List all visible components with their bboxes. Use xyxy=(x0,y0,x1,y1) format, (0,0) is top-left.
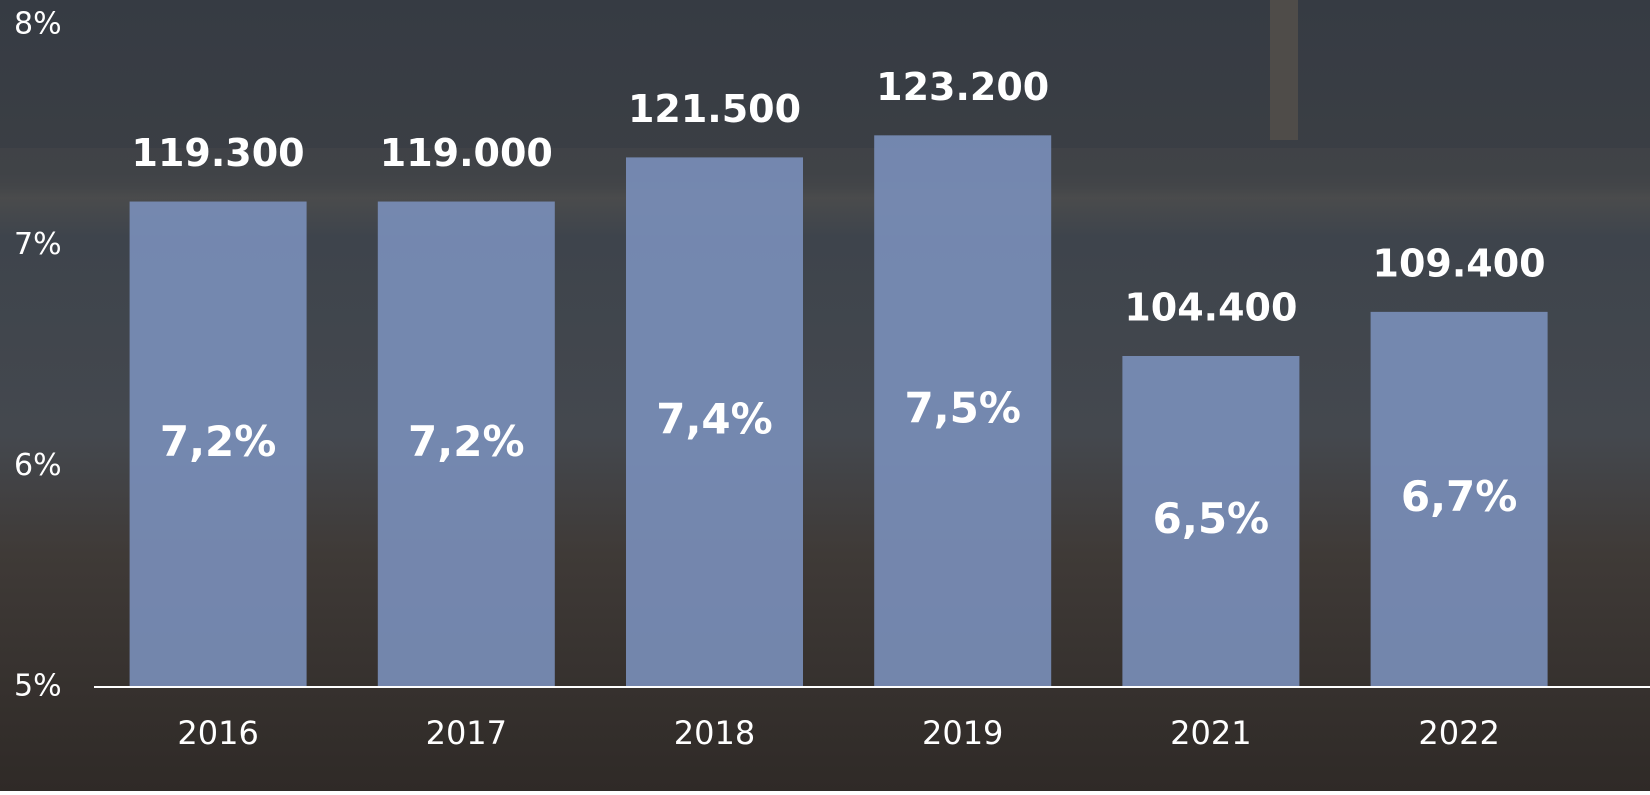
count-label: 121.500 xyxy=(628,87,801,131)
y-tick-label: 5% xyxy=(14,669,62,704)
count-label: 119.000 xyxy=(380,131,553,175)
count-label: 119.300 xyxy=(132,131,305,175)
lighthouse xyxy=(1270,0,1298,140)
y-tick-label: 6% xyxy=(14,448,62,483)
x-tick-label: 2019 xyxy=(922,714,1003,752)
value-label: 7,2% xyxy=(160,417,276,466)
bar xyxy=(377,201,555,688)
x-tick-label: 2018 xyxy=(674,714,755,752)
x-tick-label: 2016 xyxy=(177,714,258,752)
count-label: 109.400 xyxy=(1373,241,1546,285)
value-label: 7,4% xyxy=(656,395,772,444)
shoreline xyxy=(0,148,1650,188)
y-tick-label: 8% xyxy=(14,7,62,42)
bar xyxy=(1370,311,1548,687)
value-label: 6,7% xyxy=(1401,472,1517,521)
value-label: 6,5% xyxy=(1153,494,1269,543)
bar xyxy=(129,201,307,688)
bar xyxy=(874,135,1052,688)
x-tick-label: 2022 xyxy=(1418,714,1499,752)
bar xyxy=(626,157,803,687)
x-tick-label: 2021 xyxy=(1170,714,1251,752)
value-label: 7,2% xyxy=(408,417,524,466)
x-tick-label: 2017 xyxy=(426,714,507,752)
count-label: 123.200 xyxy=(876,65,1049,109)
y-tick-label: 7% xyxy=(14,227,62,262)
count-label: 104.400 xyxy=(1124,286,1297,330)
value-label: 7,5% xyxy=(904,384,1020,433)
bar xyxy=(1122,356,1300,687)
